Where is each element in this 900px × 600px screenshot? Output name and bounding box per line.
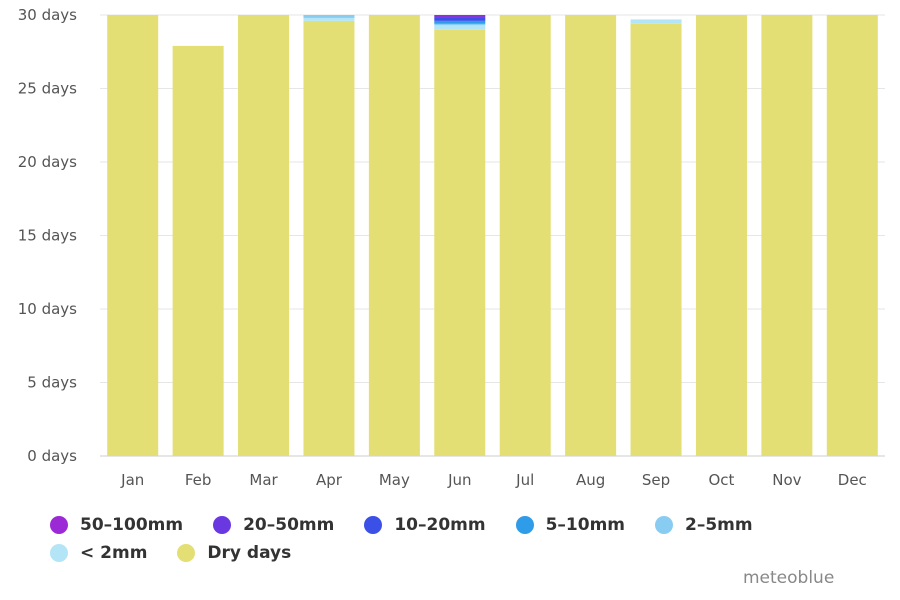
bar-segment [434,17,486,21]
legend-dot-icon [655,516,673,534]
bar-segment [303,17,355,21]
bar-segment [368,15,420,456]
legend-item[interactable]: 50–100mm [50,515,183,535]
legend-dot-icon [364,516,383,534]
precipitation-days-chart: 0 days 5 days 10 days 15 days 20 days 25 days… [18,6,885,489]
y-tick-label: 25 days [18,80,77,98]
x-tick-label: Nov [772,471,801,489]
legend-dot-icon [515,516,534,534]
legend-dot-icon [50,544,68,562]
x-tick-label: Jun [447,471,471,489]
bars [107,15,878,457]
x-tick-label: Oct [708,471,734,489]
bar-segment [434,23,486,26]
x-tick-label: May [379,471,410,489]
y-tick-label: 0 days [27,447,77,465]
x-tick-label: Aug [576,471,605,489]
legend-label: 5–10mm [545,515,625,535]
axes: 0 days 5 days 10 days 15 days 20 days 25 days… [18,6,867,489]
bar-segment [434,25,486,30]
legend-label: Dry days [207,543,292,563]
y-tick-label: 20 days [18,153,77,171]
legend-dot-icon [177,544,196,562]
x-tick-label: Feb [185,471,212,489]
bar-segment [238,15,290,456]
legend-item[interactable]: 10–20mm [364,515,486,535]
y-tick-label: 10 days [18,300,77,318]
bar-segment [434,15,486,17]
bar-segment [107,15,159,456]
x-tick-label: Jan [120,471,144,489]
legend-dot-icon [213,516,232,534]
legend-item[interactable]: 2–5mm [655,515,753,535]
bar-segment [761,15,813,456]
legend-item[interactable]: 5–10mm [515,515,625,535]
meteoblue-credit: meteoblue [743,568,835,588]
y-tick-label: 5 days [27,374,77,392]
legend-label: < 2mm [80,543,148,563]
x-tick-label: Mar [249,471,278,489]
legend-label: 50–100mm [80,515,184,535]
grid-lines [100,14,885,457]
y-tick-label: 30 days [18,6,77,24]
x-tick-label: Apr [316,471,343,489]
bar-segment [499,15,551,456]
legend-label: 2–5mm [685,515,753,535]
bar-segment [303,15,355,18]
legend-label: 20–50mm [243,515,335,535]
bar-segment [434,20,486,24]
legend-label: 10–20mm [394,515,486,535]
legend-item[interactable]: 20–50mm [213,515,334,535]
bar-segment [695,15,747,456]
bar-segment [434,16,486,18]
bar-segment [630,19,682,24]
bar-segment [172,45,224,457]
y-tick-label: 15 days [18,227,77,245]
bar-segment [565,15,617,456]
bar-segment [630,23,682,456]
legend-dot-icon [50,516,68,534]
legend-item[interactable]: Dry days [177,543,291,563]
bar-segment [303,20,355,456]
bar-segment [434,29,486,456]
bar-segment [826,15,878,456]
legend-item[interactable]: < 2mm [50,543,147,563]
legend: 50–100mm 20–50mm 10–20mm 5–10mm 2–5mm < 2mm Dr… [50,515,870,563]
x-tick-label: Sep [642,471,670,489]
x-tick-label: Jul [515,471,534,489]
x-tick-label: Dec [838,471,867,489]
